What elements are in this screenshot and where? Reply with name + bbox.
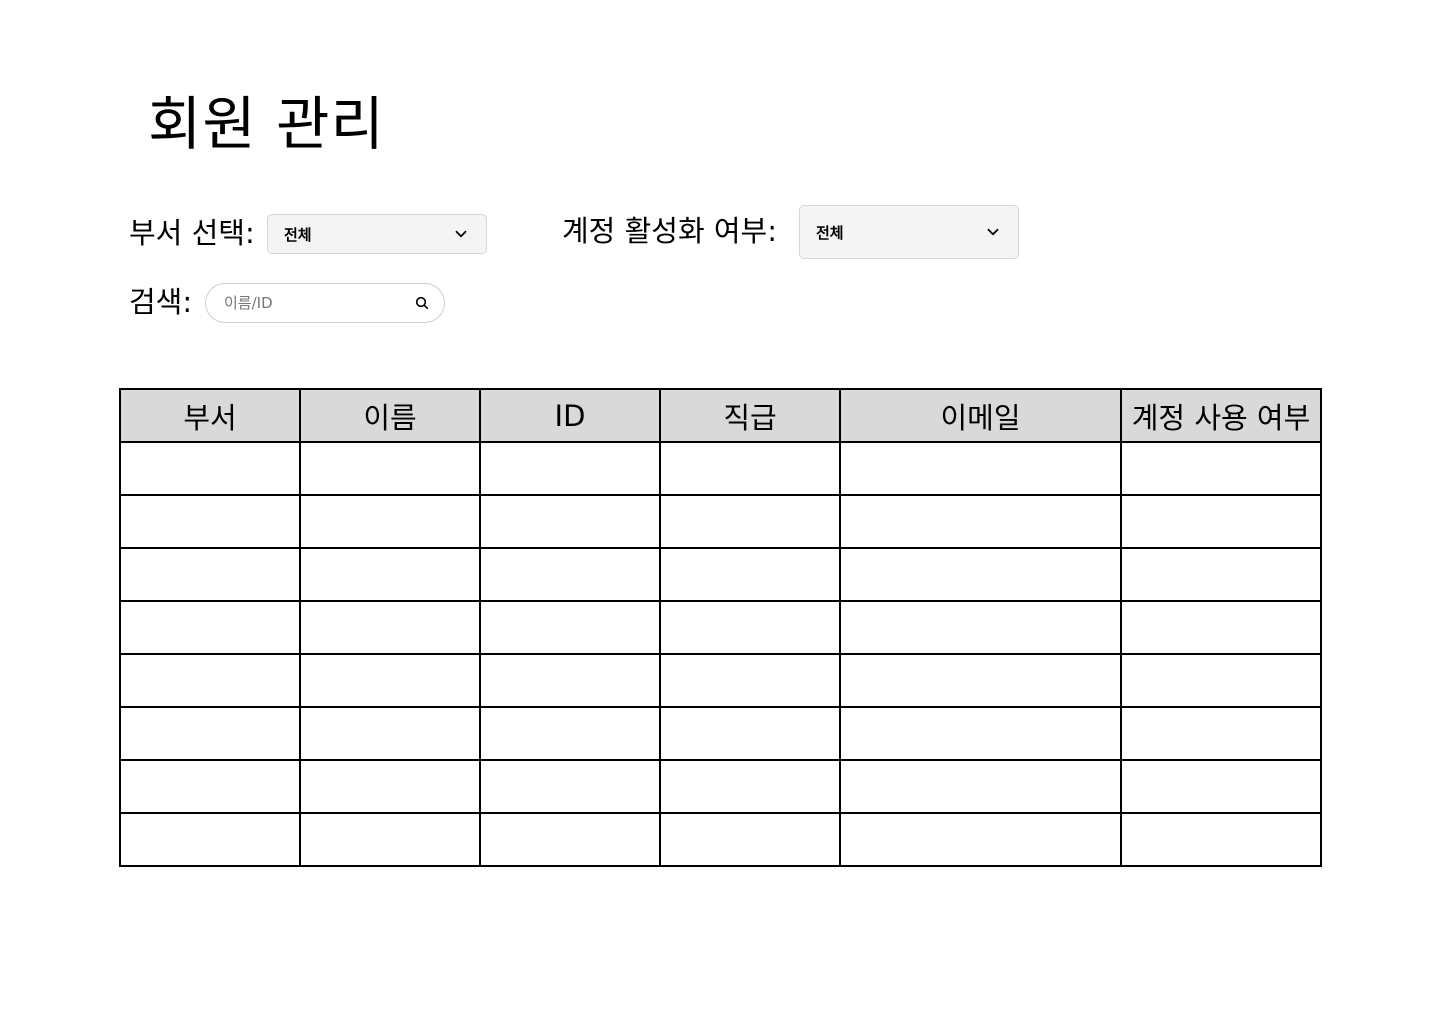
table-cell [119,759,301,814]
table-cell [119,812,301,867]
table-cell [1120,494,1322,549]
column-header[interactable]: 이름 [299,388,481,443]
account-status-select-value: 전체 [816,223,844,242]
department-label: 부서 선택: [129,216,255,250]
table-row[interactable] [119,547,1322,602]
table-row[interactable] [119,812,1322,867]
table-cell [299,759,481,814]
account-status-label: 계정 활성화 여부: [562,214,777,248]
table-cell [299,706,481,761]
table-cell [479,653,661,708]
table-cell [119,706,301,761]
table-cell [299,812,481,867]
chevron-down-icon [455,230,467,238]
table-cell [1120,653,1322,708]
table-cell [659,600,841,655]
search-label: 검색: [129,285,193,319]
table-cell [299,494,481,549]
table-row[interactable] [119,653,1322,708]
column-header[interactable]: 부서 [119,388,301,443]
table-cell [839,653,1122,708]
table-cell [1120,706,1322,761]
table-row[interactable] [119,441,1322,496]
table-header-row: 부서 이름 ID 직급 이메일 계정 사용 여부 [119,388,1322,443]
column-header[interactable]: ID [479,388,661,443]
account-status-select[interactable]: 전체 [799,205,1019,259]
table-row[interactable] [119,494,1322,549]
table-cell [299,441,481,496]
column-header[interactable]: 이메일 [839,388,1122,443]
table-cell [119,600,301,655]
table-cell [659,653,841,708]
table-cell [1120,812,1322,867]
table-cell [479,600,661,655]
search-box[interactable] [205,283,445,323]
table-cell [1120,600,1322,655]
column-header[interactable]: 직급 [659,388,841,443]
table-cell [479,494,661,549]
table-cell [659,706,841,761]
table-cell [299,600,481,655]
department-select[interactable]: 전체 [267,214,487,254]
table-cell [839,812,1122,867]
table-row[interactable] [119,600,1322,655]
table-cell [839,759,1122,814]
table-cell [479,441,661,496]
table-row[interactable] [119,706,1322,761]
table-cell [659,759,841,814]
table-cell [839,441,1122,496]
table-cell [479,812,661,867]
column-header[interactable]: 계정 사용 여부 [1120,388,1322,443]
table-cell [659,547,841,602]
search-icon[interactable] [414,295,430,311]
table-cell [659,812,841,867]
table-cell [119,494,301,549]
table-cell [119,547,301,602]
page-title: 회원 관리 [148,90,385,158]
table-cell [839,706,1122,761]
table-cell [1120,441,1322,496]
chevron-down-icon [987,228,999,236]
table-cell [479,547,661,602]
table-cell [299,653,481,708]
members-table: 부서 이름 ID 직급 이메일 계정 사용 여부 [119,388,1322,867]
department-select-value: 전체 [284,225,312,244]
table-cell [119,441,301,496]
table-cell [839,547,1122,602]
table-cell [659,494,841,549]
table-cell [659,441,841,496]
table-cell [839,600,1122,655]
table-row[interactable] [119,759,1322,814]
table-cell [479,759,661,814]
table-cell [839,494,1122,549]
table-cell [1120,759,1322,814]
table-cell [299,547,481,602]
table-cell [1120,547,1322,602]
table-cell [479,706,661,761]
search-input[interactable] [222,293,414,313]
table-cell [119,653,301,708]
